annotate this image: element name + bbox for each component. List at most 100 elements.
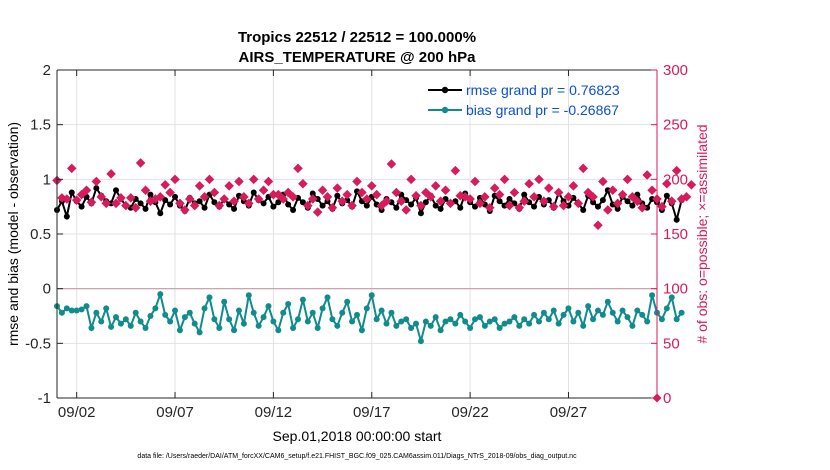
y2-tick-label: 0: [663, 390, 671, 407]
x-tick-label: 09/22: [451, 404, 489, 421]
chart-subtitle: AIRS_TEMPERATURE @ 200 hPa: [239, 49, 477, 66]
obs-marker: [81, 185, 92, 196]
obs-marker: [170, 174, 180, 185]
rmse-point: [594, 203, 601, 210]
obs-marker: [71, 195, 82, 205]
rmse-point: [604, 187, 611, 194]
rmse-point: [270, 203, 277, 210]
bias-point: [231, 327, 238, 334]
bias-point: [201, 305, 208, 312]
rmse-point: [506, 196, 513, 203]
rmse-point: [275, 199, 282, 206]
obs-marker: [126, 193, 136, 203]
y-tick-label: 1: [43, 171, 51, 188]
obs-marker: [593, 220, 603, 231]
data-file-footer: data file: /Users/raeder/DAI/ATM_forcXX/…: [137, 453, 577, 460]
bias-point: [663, 305, 670, 312]
rmse-point: [408, 201, 415, 208]
bias-point: [491, 316, 498, 323]
bias-point: [447, 316, 454, 323]
obs-marker: [96, 192, 107, 202]
rmse-point: [226, 201, 233, 208]
bias-point: [93, 309, 100, 316]
y2-tick-label: 250: [663, 117, 688, 134]
obs-marker: [337, 196, 348, 206]
x-axis-label: Sep.01,2018 00:00:00 start: [273, 428, 442, 444]
y2-tick-label: 100: [663, 281, 688, 298]
bias-point: [398, 318, 405, 325]
bias-point: [216, 325, 223, 332]
rmse-point: [93, 185, 100, 192]
rmse-point: [319, 202, 326, 209]
bias-point: [211, 316, 218, 323]
rmse-point: [211, 199, 218, 206]
series-layer: [52, 158, 697, 403]
obs-marker: [239, 192, 249, 202]
obs-marker: [642, 170, 652, 180]
bias-point: [88, 325, 95, 332]
rmse-point: [432, 202, 439, 209]
bias-point: [285, 300, 292, 307]
bias-point: [240, 320, 247, 327]
bias-point: [122, 316, 129, 323]
rmse-point: [137, 200, 144, 207]
bias-point: [68, 307, 75, 314]
bias-point: [255, 322, 262, 329]
bias-point: [619, 307, 626, 314]
legend-bias: bias grand pr = -0.26867: [466, 102, 619, 118]
bias-point: [476, 314, 483, 321]
rmse-point: [201, 204, 208, 211]
bias-point: [324, 294, 331, 301]
bias-point: [555, 320, 562, 327]
obs-marker: [135, 158, 146, 168]
obs-marker: [116, 193, 126, 203]
obs-marker: [435, 196, 446, 206]
obs-marker: [386, 159, 397, 169]
bias-point: [196, 329, 203, 336]
obs-marker: [244, 198, 254, 209]
obs-marker: [607, 185, 618, 196]
text-layer: -1 -0.5 0 0.5 1 1.5 2 0 50 100 150 200 250 300 09/02 09…: [5, 29, 710, 460]
bias-point: [673, 316, 680, 323]
rmse-point: [172, 193, 179, 200]
bias-point: [506, 318, 513, 325]
bias-point: [235, 307, 242, 314]
bias-point: [540, 309, 547, 316]
obs-marker: [539, 196, 549, 206]
bias-point: [349, 318, 356, 325]
rmse-point: [147, 191, 154, 198]
obs-marker: [347, 200, 357, 211]
x-tick-label: 09/12: [255, 404, 293, 421]
y2-axis-label: # of obs: o=possible; ×=assimilated: [694, 124, 710, 343]
obs-marker: [470, 176, 480, 187]
rmse-point: [78, 203, 85, 210]
rmse-point: [472, 203, 479, 210]
legend-rmse: rmse grand pr = 0.76823: [466, 82, 620, 98]
rmse-point: [590, 199, 597, 206]
obs-marker: [568, 181, 579, 191]
obs-marker: [248, 174, 259, 185]
obs-marker: [283, 187, 293, 198]
bias-point: [329, 316, 336, 323]
obs-marker: [544, 183, 554, 193]
obs-marker: [160, 180, 170, 190]
obs-marker: [209, 187, 220, 198]
bias-point: [496, 325, 503, 332]
bias-point: [624, 314, 631, 321]
bias-point: [408, 325, 415, 332]
bias-point: [560, 311, 567, 318]
bias-point: [117, 320, 124, 327]
rmse-point: [393, 204, 400, 211]
obs-marker: [312, 207, 323, 217]
x-tick-label: 09/02: [58, 404, 96, 421]
obs-marker: [622, 174, 633, 185]
obs-marker: [258, 185, 269, 196]
obs-marker: [366, 181, 377, 191]
bias-point: [191, 320, 198, 327]
bias-point: [83, 303, 90, 310]
obs-marker: [91, 176, 102, 187]
obs-marker: [440, 185, 451, 196]
rmse-point: [334, 192, 341, 199]
rmse-point: [142, 205, 149, 212]
bias-point: [280, 309, 287, 316]
